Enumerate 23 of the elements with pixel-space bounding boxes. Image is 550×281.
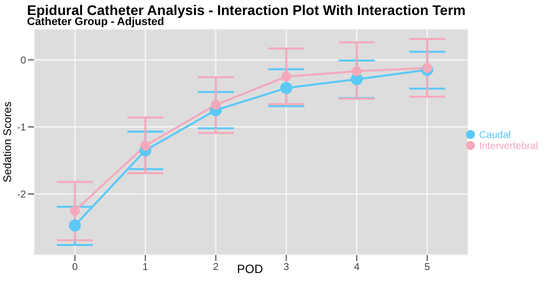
x-tick-label: 2 [213,262,220,274]
point [422,62,432,73]
point [352,66,362,76]
chart-subtitle: Catheter Group - Adjusted [27,16,164,28]
x-tick-label: 0 [72,262,78,274]
x-tick-label: 5 [424,262,430,274]
y-tick-label: -2 [17,190,26,201]
x-axis-title: POD [236,262,263,276]
x-tick-label: 1 [142,262,149,274]
point [140,140,150,151]
y-tick-label: -1 [17,122,26,134]
point [281,72,292,82]
point [280,82,292,94]
point [68,219,81,232]
legend-label: Intervertebral [479,140,538,152]
legend-label: Caudal [479,130,511,140]
y-tick-label: 0 [20,55,26,66]
point [210,100,221,110]
x-tick-label: 3 [283,262,290,274]
chart-title: Epidural Catheter Analysis - Interaction Plot With Interaction Term [27,2,466,18]
y-axis-title: Sedation Scores [2,100,14,184]
x-tick-label: 4 [354,262,360,274]
point [70,206,80,216]
